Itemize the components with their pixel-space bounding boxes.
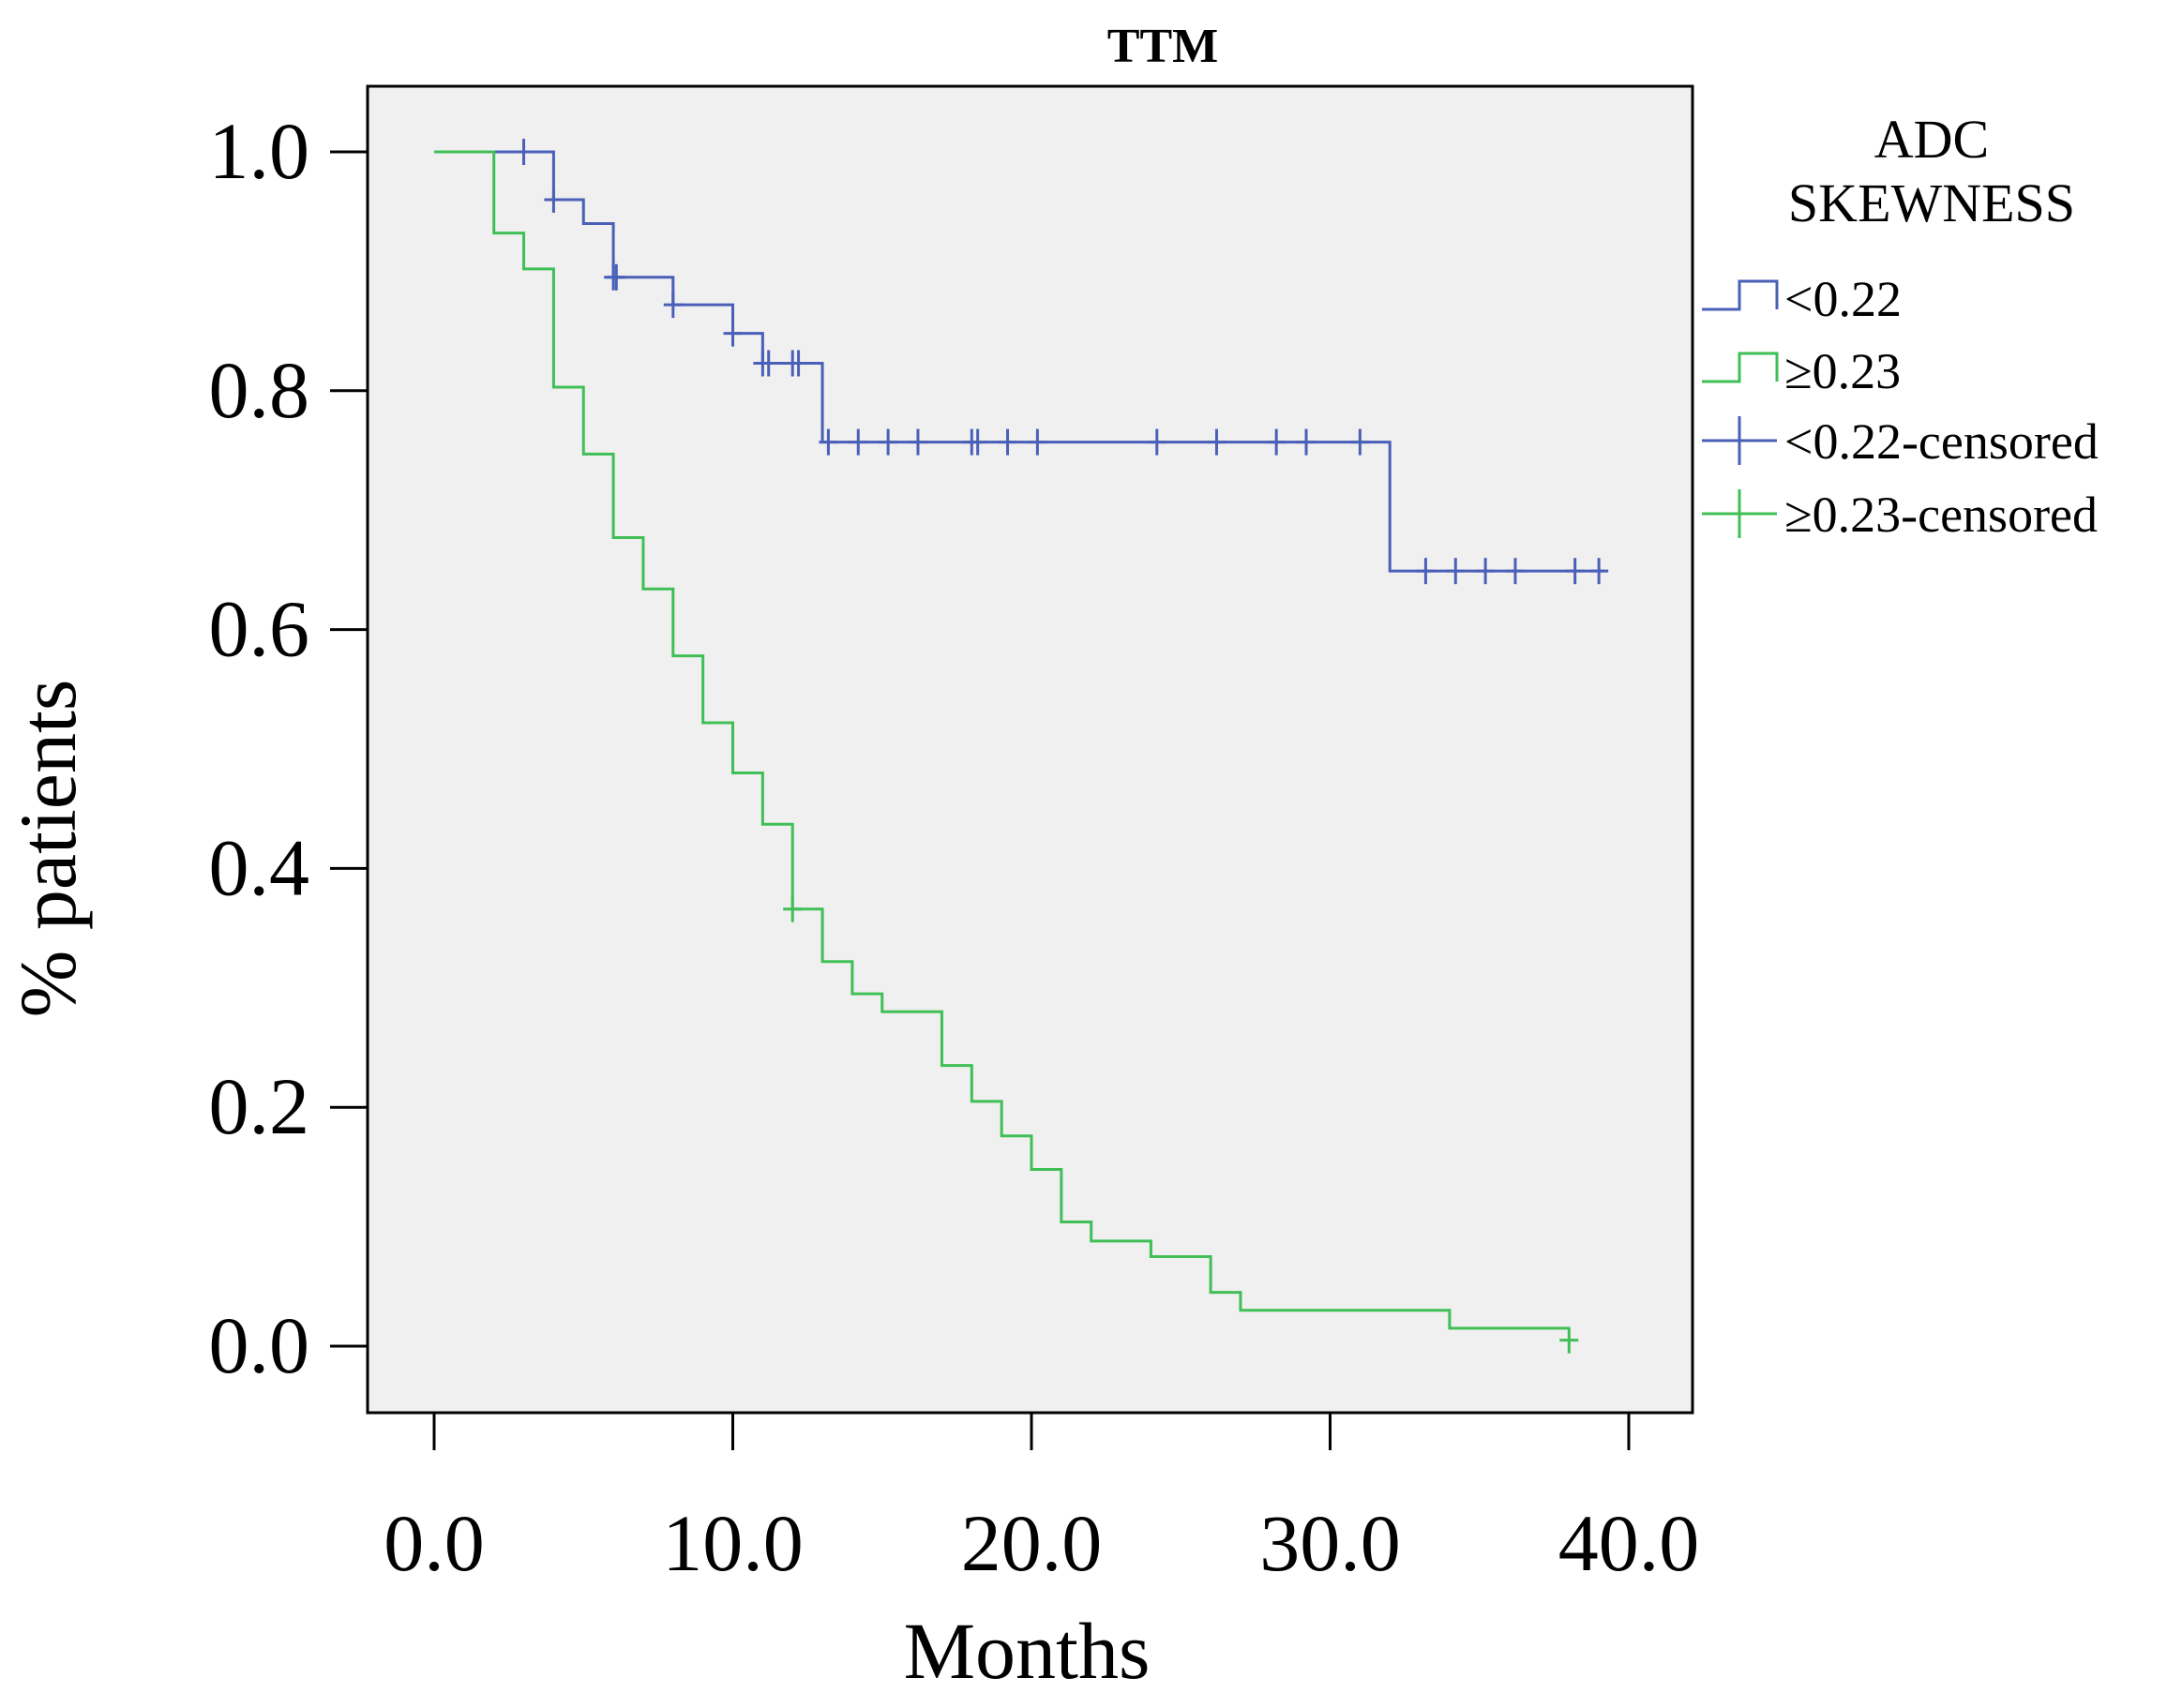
censor-mark-0-21: [1297, 428, 1317, 456]
legend-title-line-2: SKEWNESS: [1788, 172, 2075, 233]
censor-mark-0-9: [789, 350, 808, 377]
censor-mark-0-18: [1147, 428, 1166, 456]
censor-mark-1-1: [1559, 1326, 1579, 1354]
legend-step-symbol: [1702, 279, 1779, 311]
censor-mark-0-22: [1350, 428, 1370, 456]
censor-mark-0-15: [968, 428, 987, 456]
censor-mark-0-28: [1589, 558, 1609, 585]
chart-title: TTM: [1107, 20, 1218, 73]
x-axis-label: Months: [904, 1606, 1151, 1696]
legend-entries: <0.22 ≥0.23 <0.22-censored ≥0.23-censored: [1702, 271, 2099, 543]
curves-layer: [434, 139, 1609, 1354]
censor-mark-0-24: [1446, 558, 1466, 585]
censor-mark-0-4: [663, 292, 683, 319]
censor-mark-1-0: [783, 895, 803, 922]
censor-mark-0-27: [1565, 558, 1585, 585]
x-axis: 0.0 10.0 20.0 30.0 40.0: [384, 1413, 1699, 1588]
y-tick-label-4: 0.8: [209, 345, 310, 435]
legend-entry-3: ≥0.23-censored: [1702, 487, 2098, 543]
y-tick-label-0: 0.0: [209, 1300, 310, 1390]
legend-label-1: ≥0.23: [1784, 343, 1901, 399]
x-tick-label-3: 30.0: [1259, 1498, 1401, 1588]
y-tick-label-3: 0.6: [209, 584, 310, 674]
legend-entry-1: ≥0.23: [1702, 343, 1901, 399]
censor-mark-0-25: [1476, 558, 1496, 585]
legend-step-symbol: [1702, 352, 1779, 383]
censor-mark-0-19: [1207, 428, 1226, 456]
censor-mark-0-20: [1267, 428, 1287, 456]
legend-label-0: <0.22: [1784, 271, 1902, 327]
censor-mark-0-17: [1028, 428, 1047, 456]
y-tick-label-5: 1.0: [209, 106, 310, 196]
censor-mark-0-13: [908, 428, 927, 456]
censor-mark-0-7: [759, 350, 778, 377]
legend-label-2: <0.22-censored: [1784, 413, 2099, 470]
x-tick-label-4: 40.0: [1558, 1498, 1700, 1588]
legend-entry-2: <0.22-censored: [1702, 413, 2099, 470]
censor-mark-0-3: [607, 263, 626, 291]
plot-area: [366, 84, 1694, 1415]
censor-mark-0-16: [998, 428, 1017, 456]
legend-entry-0: <0.22: [1702, 271, 1902, 327]
censor-mark-0-10: [819, 428, 838, 456]
y-tick-label-2: 0.4: [209, 822, 310, 912]
censor-mark-0-26: [1505, 558, 1525, 585]
censor-mark-0-12: [879, 428, 898, 456]
censor-mark-0-11: [849, 428, 868, 456]
y-axis: 0.0 0.2 0.4 0.6 0.8 1.0: [209, 106, 368, 1390]
x-tick-label-1: 10.0: [662, 1498, 804, 1588]
y-axis-label: % patients: [3, 680, 93, 1018]
x-tick-label-2: 20.0: [961, 1498, 1103, 1588]
survival-curve-1: [434, 150, 1570, 1330]
censor-mark-0-5: [723, 320, 743, 347]
legend-title-line-1: ADC: [1874, 109, 1989, 170]
legend-label-3: ≥0.23-censored: [1784, 487, 2098, 543]
censor-mark-0-1: [544, 186, 564, 213]
legend: ADC SKEWNESS <0.22 ≥0.23 <0.22-censored ≥0.…: [1702, 109, 2099, 543]
y-tick-label-1: 0.2: [209, 1061, 310, 1151]
censor-mark-0-0: [514, 139, 534, 165]
censor-mark-0-23: [1416, 558, 1436, 585]
x-tick-label-0: 0.0: [384, 1498, 485, 1588]
